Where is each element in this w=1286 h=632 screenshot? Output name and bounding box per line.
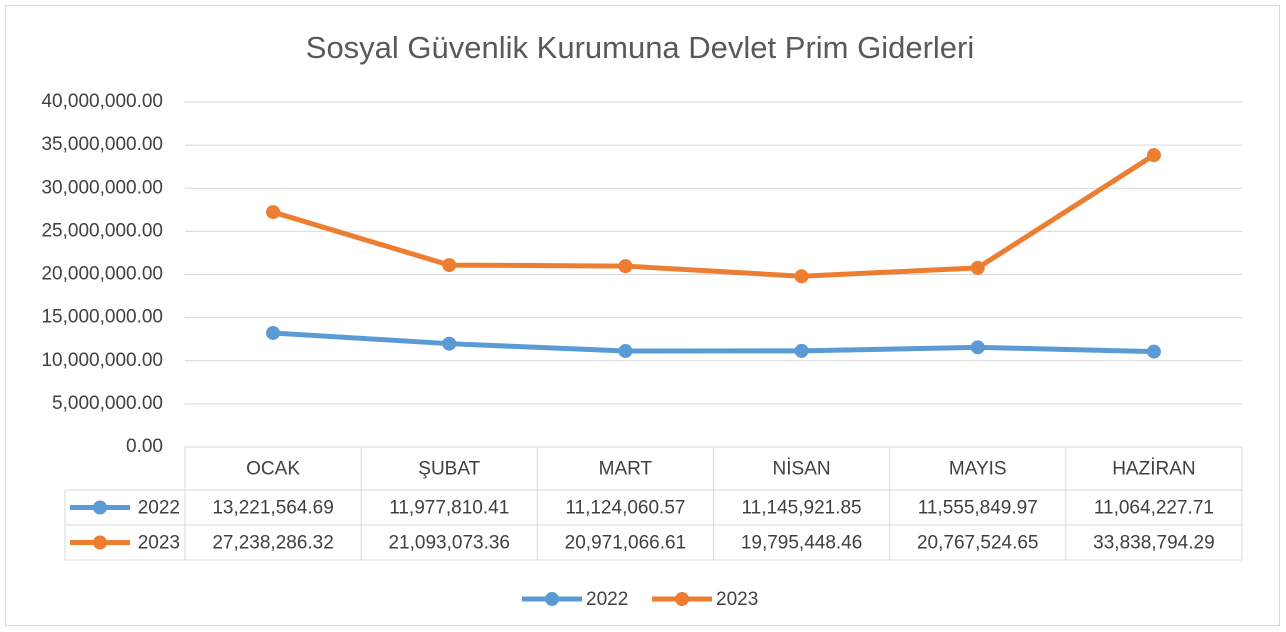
table-cell: 11,124,060.57 <box>565 498 685 519</box>
table-cell: 20,767,524.65 <box>917 533 1039 554</box>
legend-key-marker <box>675 592 689 606</box>
legend-label: 2023 <box>716 589 758 610</box>
table-cell: 27,238,286.32 <box>212 533 334 554</box>
chart-border <box>5 5 1280 626</box>
y-tick-label: 40,000,000.00 <box>41 91 163 112</box>
series-marker <box>970 340 985 355</box>
y-tick-label: 0.00 <box>126 436 163 457</box>
series-marker <box>618 344 633 359</box>
y-tick-label: 15,000,000.00 <box>41 307 163 328</box>
legend-key-marker <box>545 592 559 606</box>
series-marker <box>970 260 985 275</box>
table-cell: 11,977,810.41 <box>389 498 509 519</box>
series-marker <box>618 259 633 274</box>
x-tick-label: ŞUBAT <box>418 459 480 480</box>
y-tick-label: 35,000,000.00 <box>41 134 163 155</box>
chart-title: Sosyal Güvenlik Kurumuna Devlet Prim Gid… <box>306 30 974 65</box>
y-tick-label: 30,000,000.00 <box>41 177 163 198</box>
series-line <box>272 153 1156 279</box>
x-tick-label: HAZİRAN <box>1112 459 1195 480</box>
table-cell: 20,971,066.61 <box>565 533 687 554</box>
series-marker <box>794 343 809 358</box>
y-tick-label: 20,000,000.00 <box>41 264 163 285</box>
table-series-name: 2023 <box>138 533 180 554</box>
table-cell: 33,838,794.29 <box>1093 533 1215 554</box>
x-tick-label: MAYIS <box>949 459 1007 480</box>
series-marker <box>1146 148 1161 163</box>
series-marker <box>442 336 457 351</box>
table-series-name: 2022 <box>138 498 180 519</box>
y-tick-label: 25,000,000.00 <box>41 220 163 241</box>
series-marker <box>1146 344 1161 359</box>
series-line <box>272 330 1154 355</box>
table-cell: 11,064,227.71 <box>1094 498 1214 519</box>
table-cell: 19,795,448.46 <box>741 533 863 554</box>
x-tick-label: NİSAN <box>773 459 831 480</box>
legend-key-marker <box>93 535 107 550</box>
x-tick-label: MART <box>599 459 653 480</box>
x-tick-label: OCAK <box>246 459 300 480</box>
series-marker <box>266 325 281 340</box>
y-tick-label: 5,000,000.00 <box>52 393 163 414</box>
table-cell: 11,145,921.85 <box>742 498 862 519</box>
y-tick-label: 10,000,000.00 <box>41 350 163 371</box>
series-marker <box>266 205 281 220</box>
legend-key-marker <box>93 500 107 515</box>
table-cell: 21,093,073.36 <box>388 533 510 554</box>
series-marker <box>794 269 809 284</box>
table-cell: 13,221,564.69 <box>212 498 334 519</box>
table-cell: 11,555,849.97 <box>918 498 1038 519</box>
series-marker <box>442 258 457 273</box>
legend-label: 2022 <box>586 589 628 610</box>
